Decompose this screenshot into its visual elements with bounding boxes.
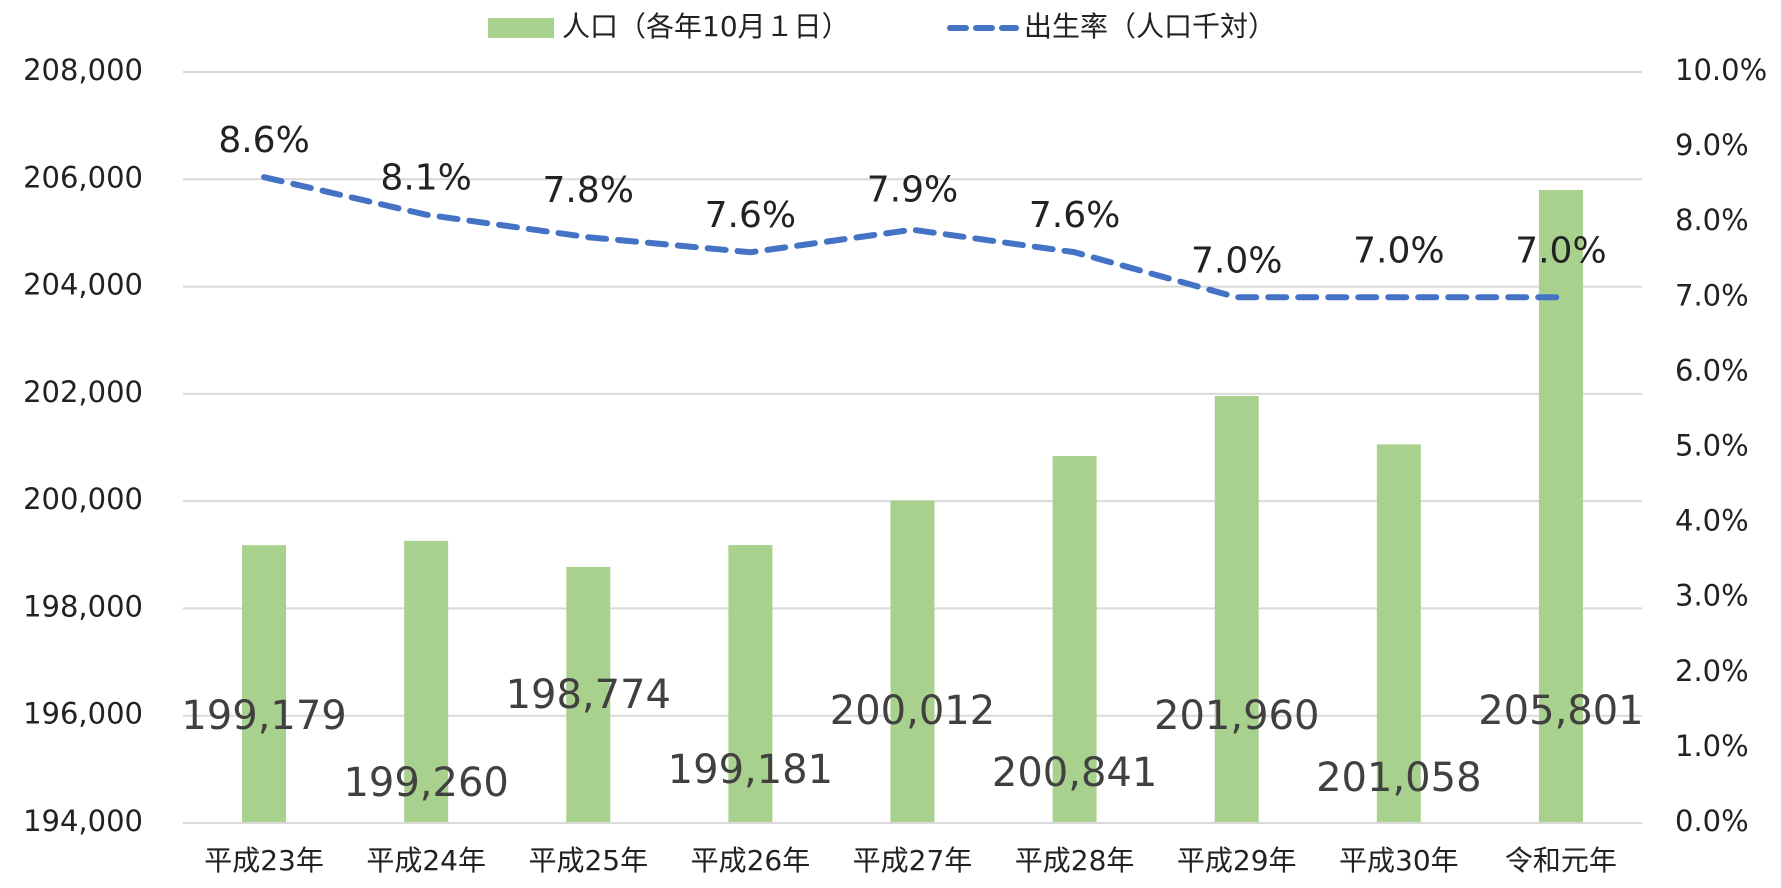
y2-tick-label: 0.0% (1675, 804, 1749, 838)
bar (728, 545, 773, 823)
x-tick-label: 平成30年 (1339, 844, 1459, 877)
line-value-label: 7.0% (1191, 240, 1282, 281)
bar-value-label: 205,801 (1478, 688, 1643, 734)
y-tick-label: 196,000 (23, 697, 143, 731)
y2-tick-label: 8.0% (1675, 203, 1749, 237)
bar-value-label: 199,181 (668, 747, 833, 793)
y-tick-label: 194,000 (23, 804, 143, 838)
y-tick-label: 202,000 (23, 375, 143, 409)
y-tick-label: 204,000 (23, 268, 143, 302)
bar (1376, 444, 1421, 823)
bar (566, 566, 611, 823)
line-value-label: 7.0% (1515, 230, 1606, 271)
bar-value-label: 200,841 (992, 750, 1157, 796)
y2-tick-label: 1.0% (1675, 729, 1749, 763)
y-tick-label: 200,000 (23, 482, 143, 516)
bar (1052, 456, 1097, 823)
line-value-label: 8.6% (218, 120, 309, 161)
x-tick-label: 令和元年 (1505, 844, 1617, 877)
x-tick-label: 平成25年 (528, 844, 648, 877)
bar-value-label: 199,260 (343, 760, 508, 806)
line-value-label: 7.8% (543, 170, 634, 211)
bar (890, 500, 935, 823)
bar (404, 540, 449, 823)
bar-value-label: 198,774 (506, 672, 671, 718)
line-value-label: 7.9% (867, 170, 958, 211)
bar-value-label: 200,012 (830, 688, 995, 734)
legend-label: 人口（各年10月１日） (562, 10, 850, 43)
y-tick-label: 198,000 (23, 589, 143, 623)
y2-tick-label: 9.0% (1675, 128, 1749, 162)
y2-tick-label: 2.0% (1675, 654, 1749, 688)
y-tick-label: 206,000 (23, 160, 143, 194)
legend-swatch (488, 18, 554, 38)
x-tick-label: 平成26年 (691, 844, 811, 877)
line-value-label: 8.1% (380, 158, 471, 199)
bar-value-label: 199,179 (181, 693, 346, 739)
x-tick-label: 平成27年 (853, 844, 973, 877)
bar-value-label: 201,058 (1316, 755, 1481, 801)
line-value-label: 7.0% (1353, 230, 1444, 271)
y2-tick-label: 7.0% (1675, 278, 1749, 312)
x-tick-label: 平成28年 (1015, 844, 1135, 877)
line (261, 174, 1564, 301)
bar-value-label: 201,960 (1154, 693, 1319, 739)
legend-label: 出生率（人口千対） (1024, 10, 1276, 43)
bar (1214, 396, 1259, 823)
y-tick-label: 208,000 (23, 53, 143, 87)
y2-tick-label: 4.0% (1675, 504, 1749, 538)
x-tick-label: 平成24年 (366, 844, 486, 877)
bar (242, 545, 287, 823)
x-tick-label: 平成29年 (1177, 844, 1297, 877)
line-value-label: 7.6% (705, 195, 796, 236)
y2-tick-label: 6.0% (1675, 353, 1749, 387)
x-tick-label: 平成23年 (204, 844, 324, 877)
y2-tick-label: 10.0% (1675, 53, 1767, 87)
line-value-label: 7.6% (1029, 195, 1120, 236)
y2-tick-label: 5.0% (1675, 429, 1749, 463)
y2-tick-label: 3.0% (1675, 579, 1749, 613)
